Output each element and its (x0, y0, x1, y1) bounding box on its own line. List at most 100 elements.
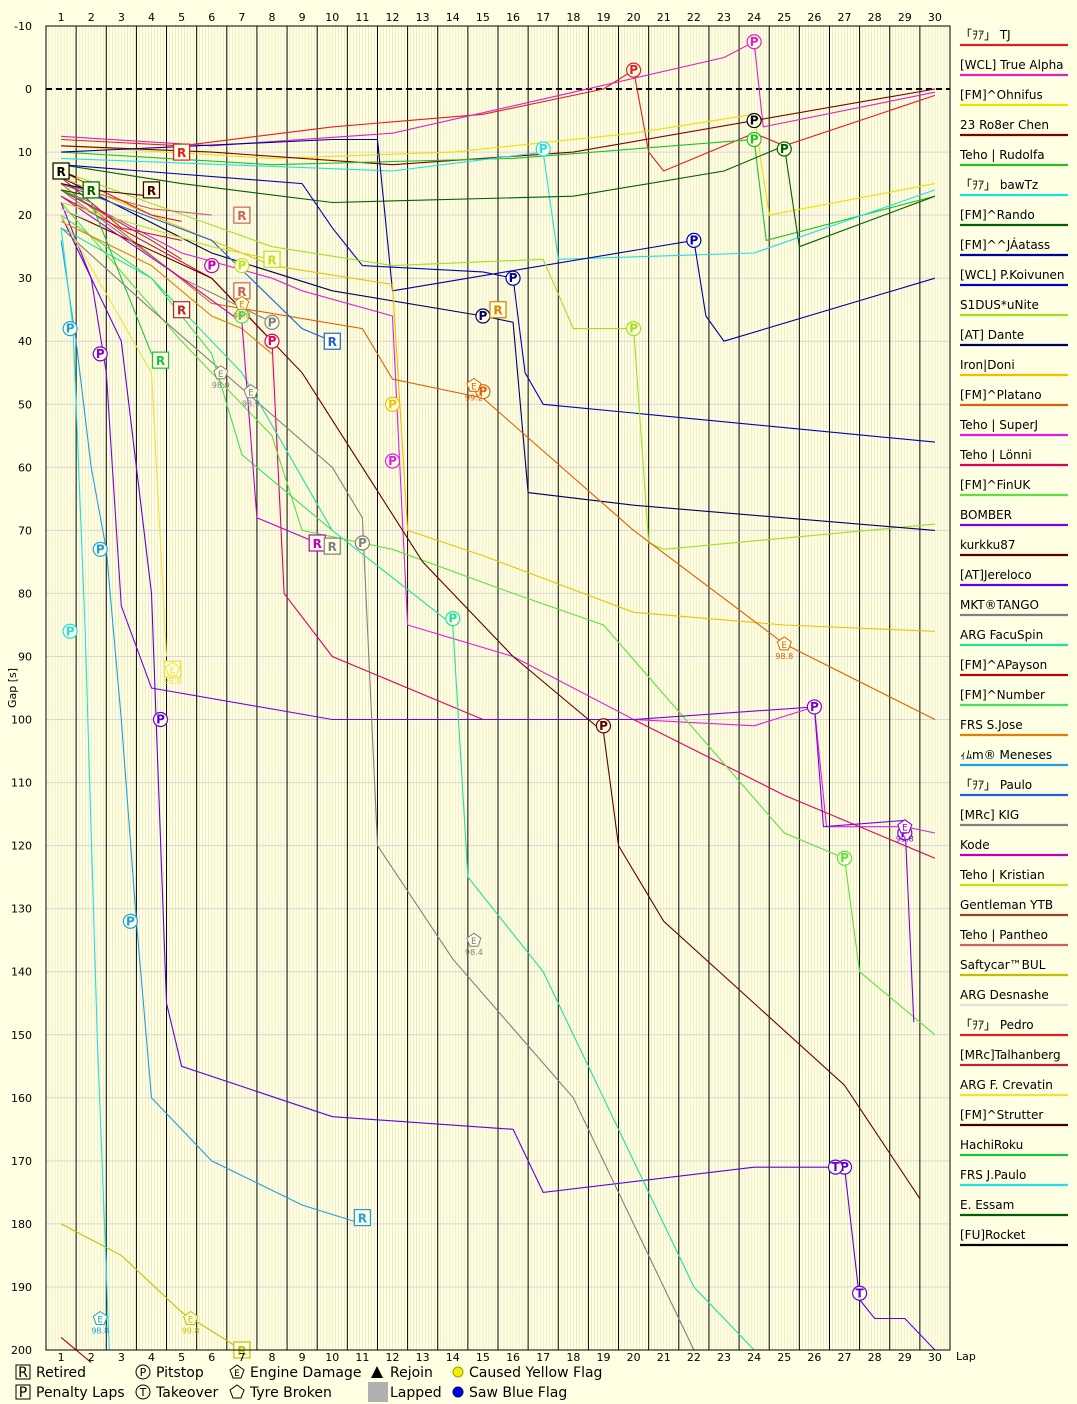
y-tick-label: 10 (18, 146, 32, 159)
legend-gray-symbol (368, 1382, 388, 1402)
x-tick-bottom-label: 27 (838, 1351, 852, 1364)
x-tick-top-label: 20 (627, 11, 641, 24)
pitstop-marker-circle-20 (595, 718, 612, 734)
pitstop-marker-label-57: T (831, 1160, 840, 1174)
x-tick-top-label: 23 (717, 11, 731, 24)
legend-pentagon-symbol (229, 1384, 245, 1399)
legend-label-2: Pitstop (156, 1365, 204, 1381)
pitstop-marker-label-20: P (599, 719, 608, 733)
pitstop-marker-label-0: P (629, 63, 638, 77)
pitstop-marker-circle-4 (776, 141, 792, 157)
pitstop-marker-label-2: P (750, 114, 759, 128)
pitstop-marker-label-14: P (268, 315, 277, 329)
engine-damage-value-47: 98.9 (212, 381, 230, 390)
x-tick-top-label: 28 (868, 11, 882, 24)
legend-circle-letter: T (139, 1386, 147, 1399)
x-tick-bottom-label: 25 (777, 1351, 791, 1364)
chart-grid (45, 25, 951, 1351)
driver-name-19: MKT®TANGO (960, 598, 1039, 612)
pitstop-marker-circle-28 (122, 913, 138, 929)
pitstop-marker-circle-21 (806, 699, 823, 715)
driver-name-32: ARG Desnashe (960, 988, 1049, 1002)
plot-frame (45, 25, 951, 1351)
driver-name-5: 「ｦｱ」 bawTz (960, 178, 1038, 192)
series-line-20 (60, 227, 755, 1351)
pitstop-marker-label-58: T (856, 1286, 865, 1300)
pitstop-marker-label-10: P (479, 385, 488, 399)
pitstop-marker-label-6: P (689, 233, 698, 247)
x-tick-bottom-label: 22 (687, 1351, 701, 1364)
legend-box-letter: R (18, 1365, 28, 1381)
x-tick-top-label: 22 (687, 11, 701, 24)
x-tick-top-label: 30 (928, 11, 942, 24)
driver-name-6: [FM]^Rando (960, 208, 1035, 222)
legend-label-1: Penalty Laps (36, 1385, 125, 1401)
pitstop-marker-circle-29 (152, 711, 169, 728)
x-tick-bottom-label: 13 (416, 1351, 430, 1364)
x-tick-top-label: 4 (148, 11, 155, 24)
series-line-28 (60, 201, 273, 260)
engine-damage-letter-48: E (239, 300, 245, 310)
series-line-9 (60, 170, 935, 550)
engine-damage-marker-54 (92, 1310, 108, 1325)
retired-marker-label-44: R (237, 1344, 246, 1358)
series-line-25 (60, 183, 333, 342)
x-tick-top-label: 27 (838, 11, 852, 24)
legend-label-8: Caused Yellow Flag (469, 1365, 602, 1381)
legend-label-0: Retired (36, 1365, 86, 1381)
x-tick-top-label: 21 (657, 11, 671, 24)
x-tick-bottom-label: 4 (148, 1351, 155, 1364)
series-line-2 (61, 113, 936, 216)
x-axis-label: Lap (956, 1350, 976, 1363)
x-tick-bottom-label: 15 (476, 1351, 490, 1364)
legend-label-6: Rejoin (390, 1365, 433, 1381)
y-tick-label: 90 (18, 650, 32, 663)
pitstop-marker-circle-19 (354, 535, 370, 551)
pitstop-marker-label-7: P (509, 271, 518, 285)
x-tick-bottom-label: 11 (355, 1351, 369, 1364)
pitstop-marker-circle-3 (746, 131, 762, 148)
x-tick-bottom-label: 3 (118, 1351, 125, 1364)
pitstop-marker-circle-5 (535, 141, 551, 157)
x-tick-bottom-label: 23 (717, 1351, 731, 1364)
engine-damage-letter-50: E (471, 382, 477, 392)
pitstop-marker-label-3: P (750, 132, 759, 146)
legend-pentagon-letter: E (234, 1369, 240, 1379)
x-tick-bottom-label: 8 (269, 1351, 276, 1364)
driver-name-34: [MRc]Talhanberg (960, 1048, 1061, 1062)
retired-marker-label-43: R (358, 1212, 367, 1226)
series-line-29 (60, 189, 182, 260)
legend-circle-letter: P (140, 1366, 147, 1379)
pitstop-marker-label-11: P (388, 397, 397, 411)
series-line-35 (60, 214, 168, 657)
driver-name-14: Teho | Lönni (959, 448, 1032, 462)
x-tick-top-label: 19 (596, 11, 610, 24)
driver-name-1: [WCL] True Alpha (960, 58, 1064, 72)
retired-marker-box-46 (263, 250, 281, 268)
pitstop-marker-circle-9 (625, 321, 642, 337)
symbol-legend: R Retired P Penalty Laps P Pitstop T Takeover E E… (15, 1364, 602, 1402)
x-tick-bottom-label: 6 (208, 1351, 215, 1364)
driver-name-2: [FM]^Ohnifus (960, 88, 1043, 102)
legend-label-3: Takeover (155, 1385, 218, 1401)
legend-box-symbol (15, 1364, 31, 1380)
pitstop-marker-label-27: P (96, 542, 105, 556)
pitstop-marker-circle-24 (62, 321, 78, 337)
x-tick-bottom-label: 18 (566, 1351, 580, 1364)
driver-name-27: Kode (960, 838, 990, 852)
x-tick-bottom-label: 24 (747, 1351, 761, 1364)
driver-name-15: [FM]^FinUK (960, 478, 1031, 492)
x-tick-bottom-label: 1 (58, 1351, 65, 1364)
driver-name-26: [MRc] KIG (960, 808, 1019, 822)
driver-name-20: ARG FacuSpin (960, 628, 1043, 642)
pitstop-marker-label-17: P (237, 259, 246, 273)
series-line-18 (60, 214, 936, 1351)
driver-name-12: [FM]^Platano (960, 388, 1042, 402)
x-tick-top-label: 13 (416, 11, 430, 24)
engine-damage-marker-55 (183, 1310, 199, 1325)
retired-marker-box-38 (151, 351, 170, 369)
engine-damage-letter-55: E (188, 1315, 194, 1325)
y-tick-label: 120 (11, 840, 32, 853)
pitstop-marker-label-28: P (126, 914, 135, 928)
